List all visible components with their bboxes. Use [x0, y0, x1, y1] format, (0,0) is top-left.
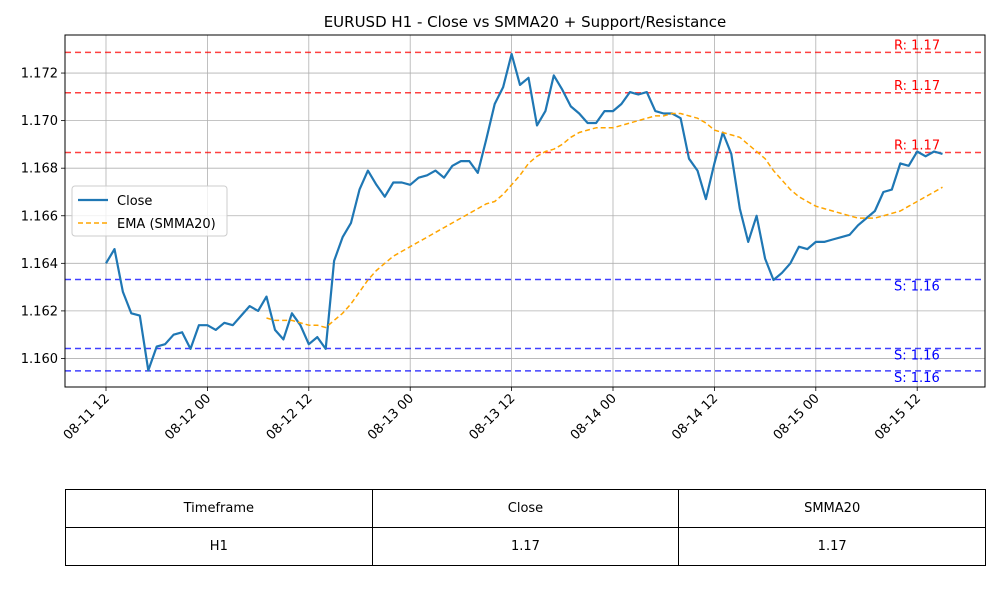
x-tick-label: 08-11 12	[61, 391, 113, 443]
y-tick-label: 1.164	[21, 257, 58, 272]
y-tick-label: 1.166	[21, 209, 58, 224]
resistance-label: R: 1.17	[894, 138, 940, 153]
table-header-smma20: SMMA20	[678, 489, 986, 528]
table-cell-timeframe: H1	[65, 527, 373, 566]
resistance-label: R: 1.17	[894, 79, 940, 94]
y-tick-label: 1.170	[21, 114, 58, 129]
close-series-line	[105, 52, 943, 372]
legend-close-label: Close	[117, 194, 152, 209]
legend: Close EMA (SMMA20)	[71, 185, 228, 237]
support-label: S: 1.16	[894, 348, 940, 363]
table-header-timeframe: Timeframe	[65, 489, 373, 528]
y-tick-label: 1.162	[21, 304, 58, 319]
x-tick-label: 08-12 12	[264, 391, 316, 443]
smma20-series-line	[266, 112, 943, 329]
table-header-close: Close	[371, 489, 680, 528]
table-cell-close: 1.17	[371, 527, 680, 566]
data-table: Timeframe Close SMMA20 H1 1.17 1.17	[65, 489, 986, 566]
y-tick-label: 1.160	[21, 352, 58, 367]
chart-title: EURUSD H1 - Close vs SMMA20 + Support/Re…	[324, 13, 727, 31]
y-tick-label: 1.168	[21, 162, 58, 177]
x-tick-label: 08-13 00	[365, 391, 417, 443]
x-tick-label: 08-15 12	[872, 391, 924, 443]
legend-box	[71, 185, 228, 237]
x-tick-label: 08-15 00	[771, 391, 823, 443]
resistance-label: R: 1.17	[894, 38, 940, 53]
x-tick-label: 08-12 00	[162, 391, 214, 443]
level-labels: R: 1.17 R: 1.17 R: 1.17 S: 1.16 S: 1.16 S: 1.…	[894, 38, 940, 385]
legend-smma-label: EMA (SMMA20)	[117, 217, 216, 232]
series-lines	[105, 52, 943, 372]
table-row: H1 1.17 1.17	[65, 527, 986, 566]
x-tick-label: 08-14 12	[669, 391, 721, 443]
support-label: S: 1.16	[894, 371, 940, 386]
x-tick-label: 08-14 00	[568, 391, 620, 443]
plot-area-frame	[64, 34, 986, 388]
y-tick-label: 1.172	[21, 67, 58, 82]
x-tick-label: 08-13 12	[466, 391, 518, 443]
support-label: S: 1.16	[894, 279, 940, 294]
table-header-row: Timeframe Close SMMA20	[65, 489, 986, 528]
support-resistance-lines	[65, 51, 985, 372]
table-cell-smma20: 1.17	[678, 527, 986, 566]
